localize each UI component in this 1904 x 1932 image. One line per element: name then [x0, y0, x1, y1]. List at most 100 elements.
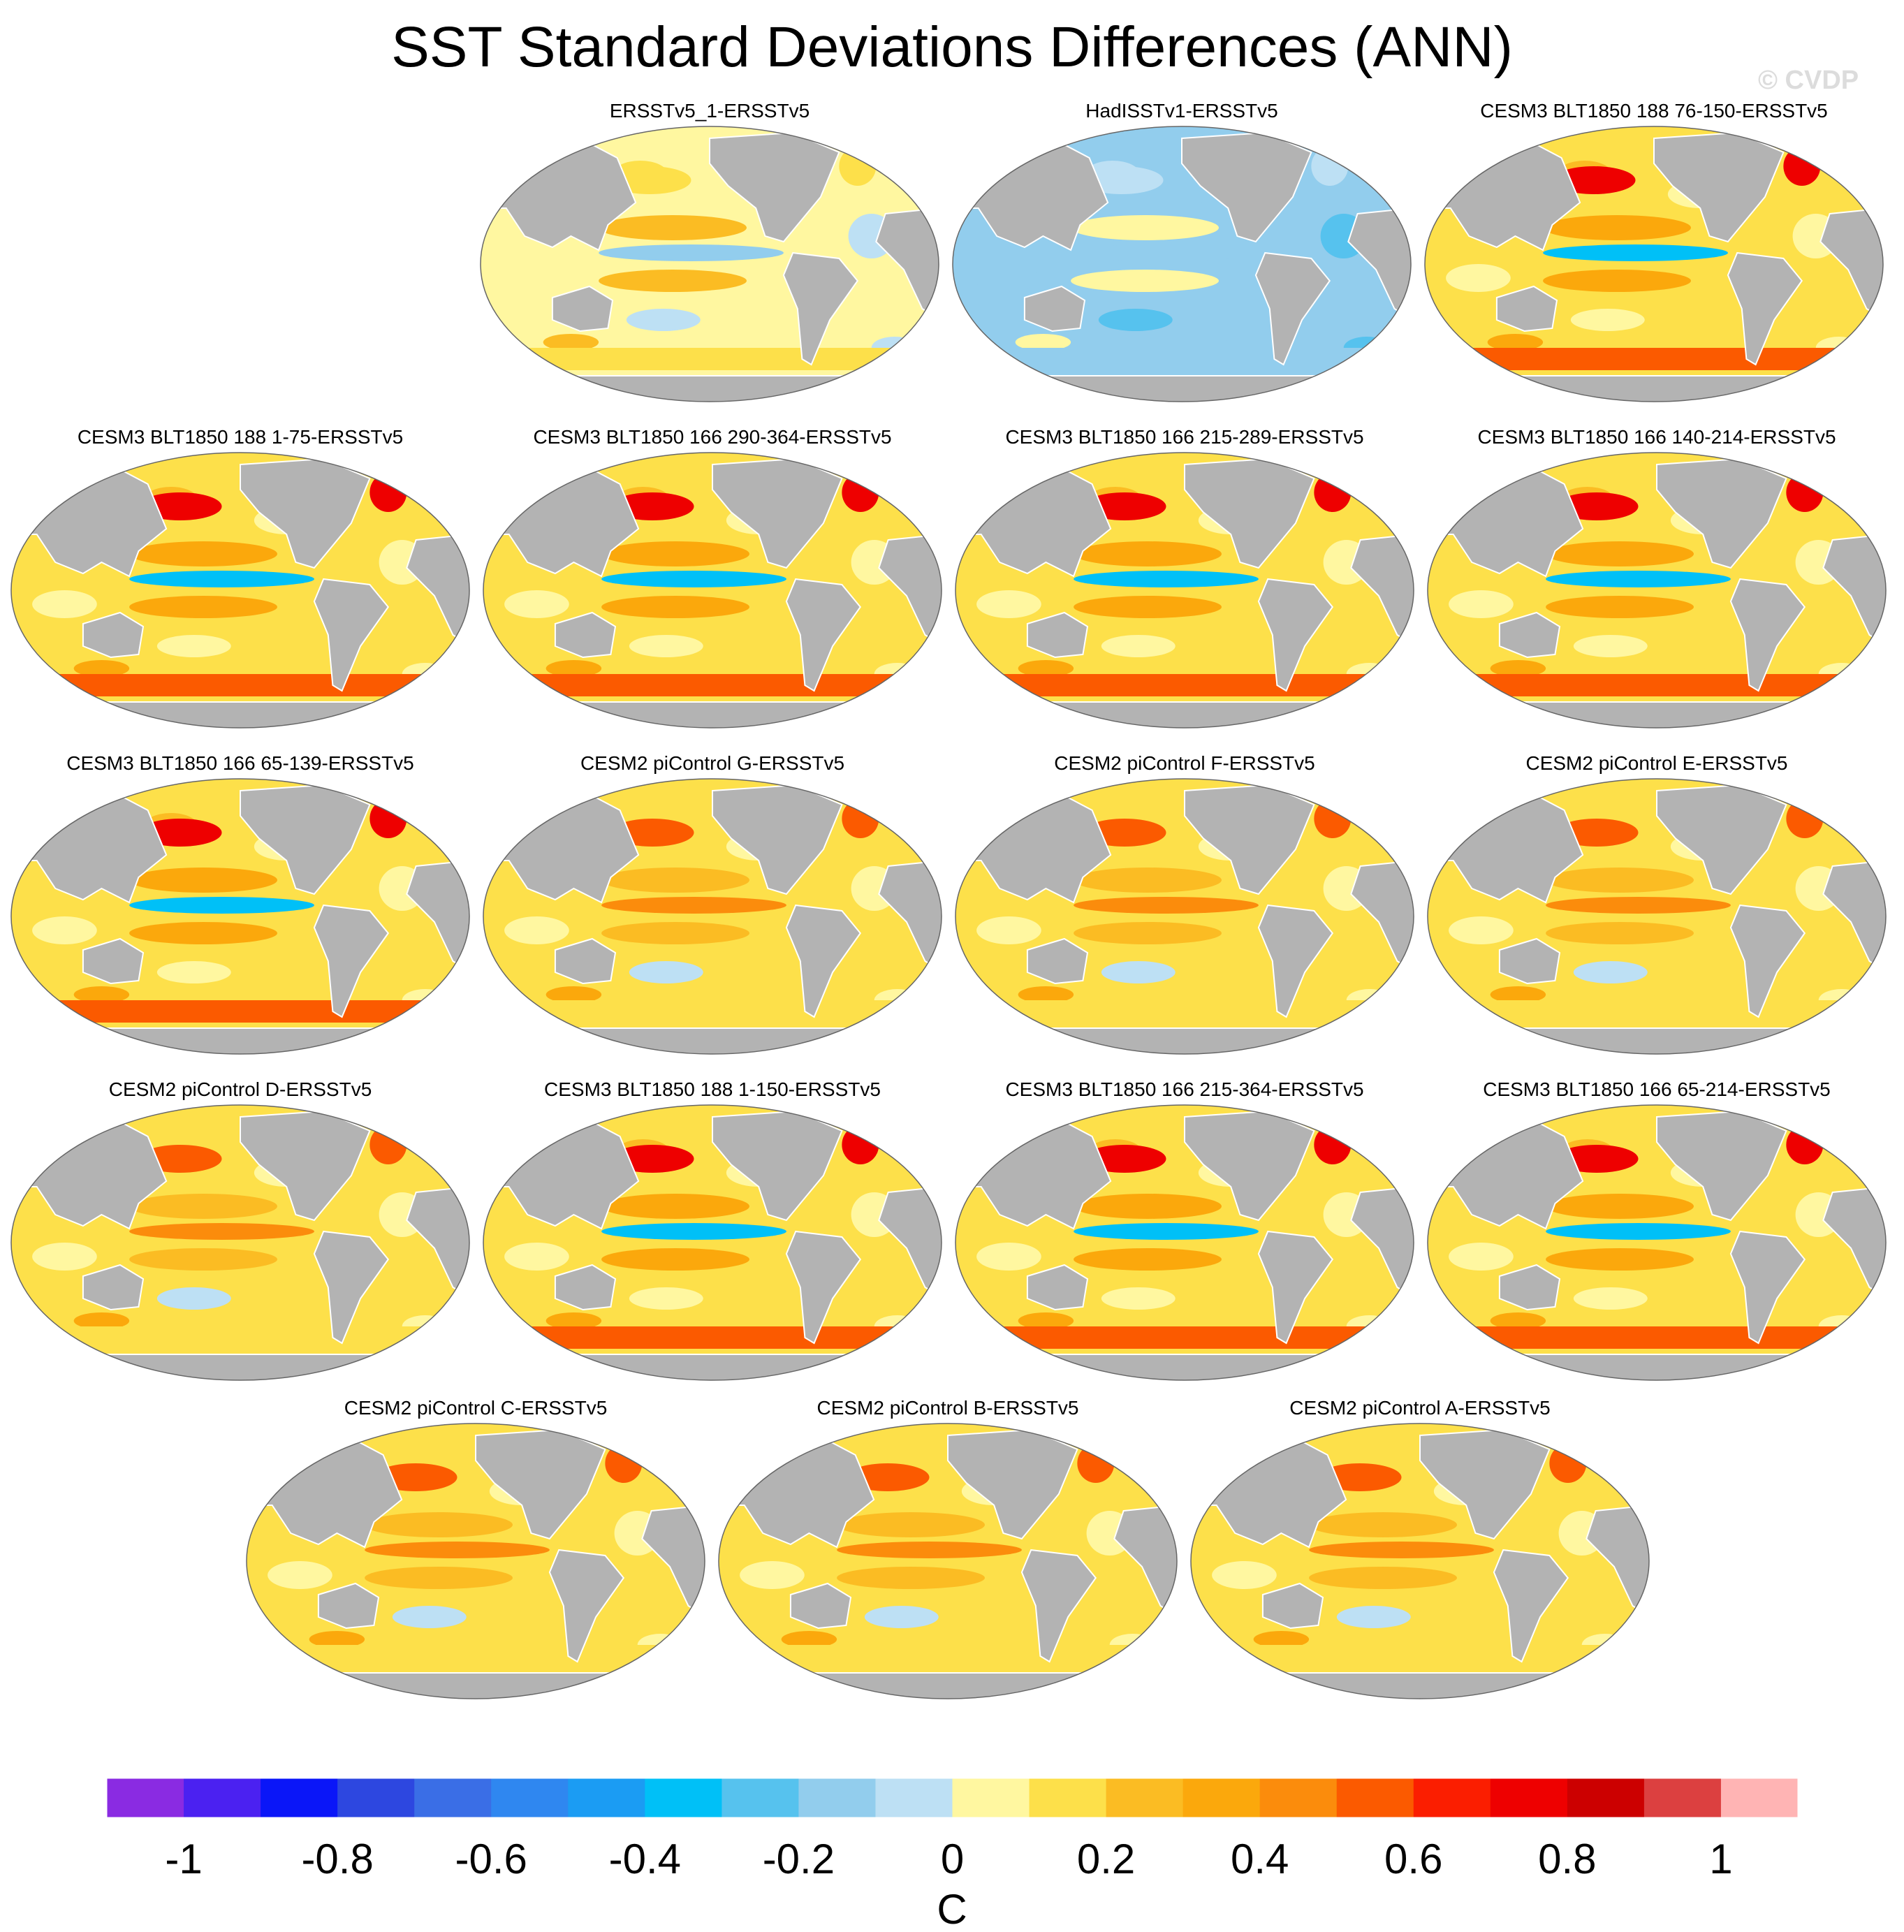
panel-title: CESM2 piControl F-ERSSTv5 [1054, 752, 1315, 774]
land-antarctica [506, 375, 914, 402]
south-tropical-band [1074, 922, 1222, 944]
land-north-america [1656, 458, 1787, 569]
southern-ocean-band [11, 674, 469, 696]
anomaly-patch [504, 1243, 569, 1271]
south-tropical-band [129, 922, 277, 944]
map-outline [1427, 1104, 1887, 1381]
land-australia [82, 611, 145, 659]
anomaly-patch [1570, 309, 1645, 331]
land-africa-west [1819, 207, 1883, 321]
land-africa-west [875, 207, 939, 321]
colorbar-bin [1336, 1778, 1414, 1817]
equatorial-pacific-anomaly [365, 1542, 550, 1558]
map-panel: CESM2 piControl E-ERSSTv5 [1426, 752, 1888, 1066]
colorbar-bin [1720, 1778, 1799, 1817]
map-panel: ERSSTv5_1-ERSSTv5 [478, 99, 941, 414]
southern-ocean-band [481, 348, 939, 370]
land-australia [1026, 937, 1089, 985]
south-tropical-band [599, 270, 747, 292]
sst-map [1427, 452, 1887, 729]
map-panel: CESM3 BLT1850 166 215-289-ERSSTv5 [953, 425, 1416, 740]
land-antarctica [36, 1354, 444, 1380]
land-north-america [709, 131, 840, 243]
equatorial-pacific-anomaly [1543, 244, 1728, 261]
land-antarctica [744, 1672, 1152, 1699]
north-tropical-band [1074, 541, 1222, 566]
colorbar-bin [414, 1778, 492, 1817]
anomaly-patch [1573, 961, 1648, 983]
anomaly-patch [629, 1287, 703, 1310]
map-panel: CESM3 BLT1850 188 1-75-ERSSTv5 [9, 425, 471, 740]
north-tropical-band [365, 1512, 513, 1537]
land-australia [551, 285, 614, 332]
land-australia [1498, 937, 1561, 985]
map-panel: HadISSTv1-ERSSTv5 [951, 99, 1413, 414]
land-australia [82, 937, 145, 985]
anomaly-patch [1101, 1287, 1176, 1310]
sst-map [1424, 126, 1884, 402]
land-africa-west [1822, 859, 1886, 974]
land-antarctica [981, 701, 1389, 728]
sst-map [718, 1423, 1178, 1699]
anomaly-patch [543, 334, 599, 351]
southern-ocean-band [719, 1645, 1177, 1667]
anomaly-patch [1446, 264, 1511, 292]
map-panel: CESM2 piControl C-ERSSTv5 [244, 1396, 707, 1711]
sst-map [483, 452, 942, 729]
map-outline [10, 1104, 470, 1381]
land-north-america [712, 458, 843, 569]
land-europe-greenland [1794, 455, 1843, 479]
sst-map [483, 778, 942, 1055]
north-tropical-band [1546, 868, 1694, 893]
map-outline [483, 452, 942, 729]
anomaly-patch [32, 916, 97, 944]
land-north-america [240, 458, 371, 569]
sst-map [955, 1104, 1414, 1381]
land-antarctica [981, 1354, 1389, 1380]
anomaly-patch [1101, 961, 1176, 983]
colorbar-bin [1029, 1778, 1107, 1817]
south-tropical-band [601, 1248, 749, 1271]
anomaly-patch [309, 1631, 365, 1648]
map-panel: CESM3 BLT1850 166 65-139-ERSSTv5 [9, 752, 471, 1066]
colorbar-bin [337, 1778, 415, 1817]
panel-title: CESM2 piControl B-ERSSTv5 [816, 1397, 1079, 1419]
land-australia [317, 1582, 380, 1630]
map-outline [955, 1104, 1414, 1381]
map-outline [955, 778, 1414, 1055]
panel-title: HadISSTv1-ERSSTv5 [1085, 100, 1278, 122]
land-europe-greenland [1322, 782, 1371, 805]
map-outline [718, 1423, 1178, 1699]
panel-title: CESM3 BLT1850 166 215-289-ERSSTv5 [1005, 426, 1364, 448]
anomaly-patch [1487, 334, 1544, 351]
anomaly-patch [1018, 1312, 1074, 1329]
colorbar-tick-label: 0 [941, 1836, 964, 1882]
land-antarctica [508, 701, 916, 728]
anomaly-patch [545, 1312, 602, 1329]
sst-map [952, 126, 1412, 402]
map-panel: CESM3 BLT1850 188 1-150-ERSSTv5 [481, 1078, 944, 1392]
anomaly-patch [156, 635, 231, 657]
anomaly-patch [545, 660, 602, 677]
map-panel: CESM2 piControl A-ERSSTv5 [1189, 1396, 1651, 1711]
anomaly-patch [1490, 1312, 1546, 1329]
south-tropical-band [601, 922, 749, 944]
north-tropical-band [1546, 541, 1694, 566]
land-africa-west [641, 1504, 705, 1618]
land-europe-greenland [1794, 782, 1843, 805]
anomaly-patch [1490, 986, 1546, 1003]
colorbar-bin [1106, 1778, 1184, 1817]
map-outline [952, 126, 1412, 402]
land-north-america [712, 784, 843, 895]
colorbar-tick-label: 1 [1709, 1836, 1732, 1882]
colorbar-bin [722, 1778, 799, 1817]
colorbar-tick-label: 0.2 [1077, 1836, 1135, 1882]
sst-map [483, 1104, 942, 1381]
north-tropical-band [1074, 1194, 1222, 1219]
land-north-america [1184, 458, 1315, 569]
equatorial-pacific-anomaly [1309, 1542, 1494, 1558]
equatorial-pacific-anomaly [129, 1223, 314, 1240]
land-australia [1495, 285, 1558, 332]
map-panel: CESM3 BLT1850 166 215-364-ERSSTv5 [953, 1078, 1416, 1392]
map-outline [10, 452, 470, 729]
